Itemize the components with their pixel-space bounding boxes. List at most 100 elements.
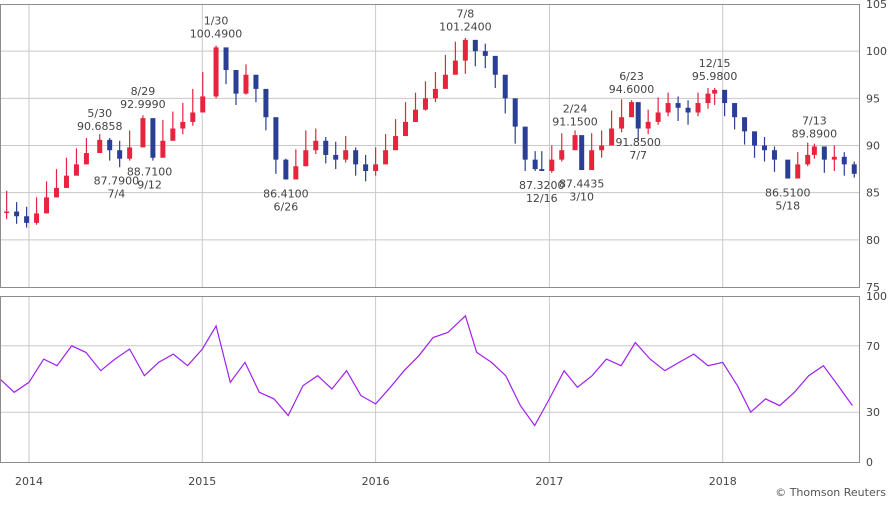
annotation-date: 5/18 bbox=[775, 199, 800, 212]
candle-body bbox=[353, 150, 359, 165]
candle-body bbox=[63, 175, 69, 188]
annotation-date: 1/30 bbox=[204, 15, 229, 28]
candle-body bbox=[472, 39, 478, 52]
annotation-date: 7/8 bbox=[456, 7, 474, 20]
candle-body bbox=[343, 150, 349, 160]
annotation-value: 91.8500 bbox=[615, 136, 661, 149]
candle-body bbox=[572, 135, 578, 151]
price-y-tick-label: 95 bbox=[866, 92, 880, 105]
annotation-date: 6/26 bbox=[274, 200, 299, 213]
annotation-date: 9/12 bbox=[137, 179, 162, 192]
credit-label: © Thomson Reuters bbox=[775, 486, 886, 499]
candle-body bbox=[54, 187, 60, 198]
candle-body bbox=[512, 98, 518, 127]
price-y-tick-label: 105 bbox=[866, 0, 887, 11]
candle-body bbox=[795, 164, 801, 179]
annotation-date: 5/30 bbox=[87, 107, 112, 120]
candle-body bbox=[140, 118, 146, 148]
candle-body bbox=[629, 102, 635, 118]
osc-y-tick-label: 0 bbox=[866, 456, 873, 469]
candle-body bbox=[619, 117, 625, 129]
candle-body bbox=[482, 51, 488, 56]
candle-body bbox=[609, 128, 615, 146]
candle-body bbox=[502, 74, 508, 99]
axis-labels: 2014 2015 2016 2017 2018 75 80 85 90 95 100 105 0 30 7… bbox=[15, 0, 887, 488]
candle-body bbox=[492, 55, 498, 75]
candle-body bbox=[579, 135, 585, 171]
candle-body bbox=[303, 150, 309, 167]
candle-body bbox=[200, 96, 206, 113]
x-tick-label: 2018 bbox=[709, 475, 737, 488]
candle-body bbox=[695, 103, 701, 113]
candle-body bbox=[722, 89, 728, 104]
candle-body bbox=[752, 131, 758, 146]
candle-body bbox=[150, 118, 156, 158]
candle-body bbox=[14, 211, 20, 217]
candle-body bbox=[462, 39, 468, 61]
annotation-date: 7/7 bbox=[629, 149, 647, 162]
candle-body bbox=[283, 159, 289, 180]
candle-body bbox=[635, 102, 641, 129]
annotation-date: 3/10 bbox=[569, 191, 594, 204]
annotation-date: 7/4 bbox=[107, 187, 125, 200]
candle-body bbox=[665, 103, 671, 113]
annotation-value: 88.7100 bbox=[127, 166, 173, 179]
candle-body bbox=[599, 145, 605, 151]
candle-body bbox=[532, 159, 538, 170]
candle-body bbox=[127, 147, 133, 159]
candle-body bbox=[589, 150, 595, 171]
candle-body bbox=[811, 146, 817, 155]
candle-body bbox=[333, 154, 339, 160]
candle-body bbox=[655, 112, 661, 122]
candle-body bbox=[762, 145, 768, 151]
candle-body bbox=[373, 164, 379, 171]
x-tick-label: 2016 bbox=[362, 475, 390, 488]
candle-body bbox=[253, 74, 259, 89]
annotation-value: 101.2400 bbox=[439, 20, 492, 33]
candle-body bbox=[293, 166, 299, 180]
candle-body bbox=[771, 150, 777, 160]
candle-body bbox=[412, 109, 418, 122]
candle-body bbox=[160, 140, 166, 158]
candle-body bbox=[4, 211, 10, 214]
price-annotations: 5/3090.685887.79007/48/2992.999088.71009… bbox=[77, 7, 837, 213]
candle-body bbox=[97, 139, 103, 154]
price-panel-frame bbox=[0, 4, 860, 288]
candle-body bbox=[383, 150, 389, 165]
candle-body bbox=[712, 89, 718, 94]
price-y-tick-label: 75 bbox=[866, 281, 880, 294]
annotation-date: 8/29 bbox=[131, 85, 156, 98]
candle-body bbox=[805, 154, 811, 165]
candle-body bbox=[223, 47, 229, 71]
candle-body bbox=[313, 140, 319, 151]
annotation-date: 7/13 bbox=[802, 115, 827, 128]
oscillator-panel-grid bbox=[0, 296, 859, 462]
candle-body bbox=[549, 159, 555, 171]
candle-body bbox=[243, 74, 249, 94]
annotation-date: 12/15 bbox=[699, 57, 731, 70]
candle-body bbox=[83, 153, 89, 165]
candle-body bbox=[442, 74, 448, 89]
annotation-value: 87.4435 bbox=[559, 178, 605, 191]
candle-body bbox=[323, 140, 329, 155]
candle-body bbox=[685, 107, 691, 113]
osc-y-tick-label: 100 bbox=[866, 290, 887, 303]
candle-body bbox=[645, 121, 651, 129]
annotation-value: 100.4900 bbox=[190, 28, 243, 41]
candle-body bbox=[180, 121, 186, 129]
candle-body bbox=[539, 169, 545, 171]
